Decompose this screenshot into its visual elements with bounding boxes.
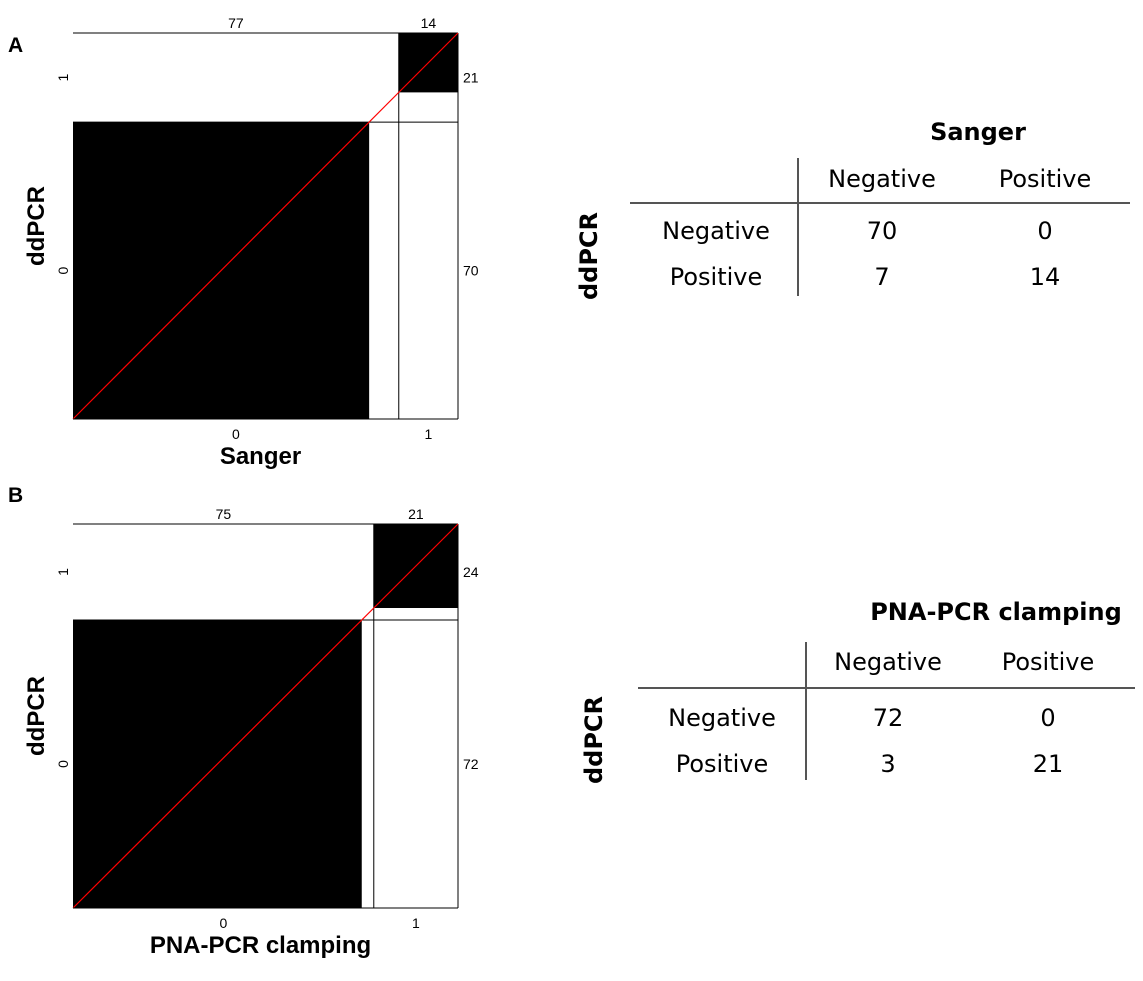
contingency-table: Sanger Negative Positive Negative 70 0 Positiv… (575, 118, 1130, 300)
table-row-header: ddPCR (580, 696, 608, 784)
x-tick-label: 0 (219, 915, 227, 931)
agreement-plot: 77 14 21 70 0 1 0 1 Sanger ddPCR (23, 15, 479, 470)
table-column-label: Positive (999, 165, 1092, 193)
reference-diagonal (72, 32, 459, 420)
contingency-table: PNA-PCR clamping Negative Positive Negative… (580, 598, 1135, 784)
panel-b: B 75 21 24 72 0 1 0 1 PNA-PCR clamping ddPCR PNA-… (8, 484, 1135, 959)
table-column-label: Negative (834, 648, 942, 676)
table-column-label: Negative (828, 165, 936, 193)
table-cell: 21 (1033, 750, 1064, 778)
table-cell: 0 (1037, 217, 1052, 245)
agreement-plot: 75 21 24 72 0 1 0 1 PNA-PCR clamping ddPCR (23, 506, 479, 959)
col-total-label: 14 (421, 15, 437, 31)
col-total-label: 21 (408, 506, 424, 522)
y-tick-label: 1 (55, 73, 71, 81)
y-tick-label: 1 (55, 568, 71, 576)
table-row-label: Positive (670, 263, 763, 291)
table-row-header: ddPCR (575, 212, 603, 300)
table-row-label: Positive (676, 750, 769, 778)
table-cell: 7 (874, 263, 889, 291)
y-tick-label: 0 (55, 760, 71, 768)
row-total-label: 21 (463, 70, 479, 86)
table-column-header: PNA-PCR clamping (870, 598, 1122, 626)
x-tick-label: 0 (232, 426, 240, 442)
x-axis-title: Sanger (220, 443, 301, 470)
y-axis-title: ddPCR (23, 676, 50, 756)
table-row-label: Negative (662, 217, 770, 245)
panel-letter: A (8, 34, 23, 57)
row-total-label: 24 (463, 564, 479, 580)
table-cell: 14 (1030, 263, 1061, 291)
table-cell: 3 (880, 750, 895, 778)
x-tick-label: 1 (424, 426, 432, 442)
row-total-label: 72 (463, 756, 479, 772)
table-cell: 70 (867, 217, 898, 245)
col-total-label: 77 (228, 15, 244, 31)
table-column-label: Positive (1002, 648, 1095, 676)
col-total-label: 75 (216, 506, 232, 522)
reference-diagonal (72, 523, 459, 909)
y-axis-title: ddPCR (23, 186, 50, 266)
table-column-header: Sanger (930, 118, 1026, 146)
table-cell: 0 (1040, 704, 1055, 732)
panel-letter: B (8, 484, 23, 507)
table-cell: 72 (873, 704, 904, 732)
table-row-label: Negative (668, 704, 776, 732)
x-tick-label: 1 (412, 915, 420, 931)
row-total-label: 70 (463, 263, 479, 279)
y-tick-label: 0 (55, 266, 71, 274)
x-axis-title: PNA-PCR clamping (150, 932, 371, 959)
